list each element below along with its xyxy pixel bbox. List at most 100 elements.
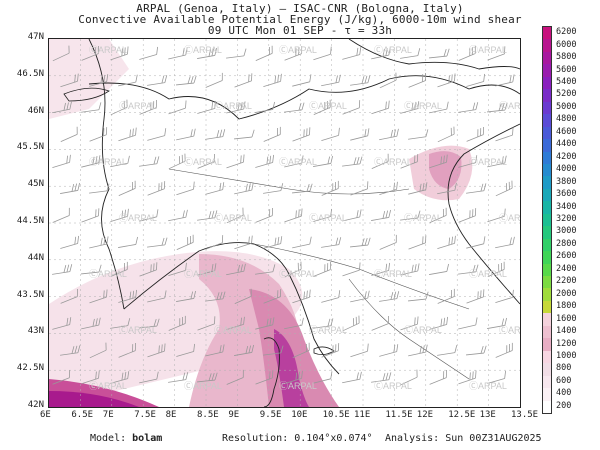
wind-barb [495, 74, 515, 87]
wind-barb [168, 100, 187, 115]
cape-area-tyrrhenian [249, 289, 339, 407]
wind-barb [176, 75, 197, 86]
wind-barb [52, 154, 71, 169]
wind-barb [263, 345, 284, 356]
wind-barb [342, 209, 362, 222]
colorbar-level-label: 4800 [556, 114, 577, 125]
wind-barb [487, 317, 507, 329]
wind-barb [342, 100, 361, 115]
wind-barb [292, 289, 311, 304]
colorbar-segment [543, 238, 551, 252]
watermark-text: ⒸARPAL [184, 45, 222, 55]
wind-barb [487, 46, 506, 61]
longitude-label: 10.5E [322, 410, 350, 420]
wind-barb [263, 126, 281, 142]
colorbar-level-label: 5200 [556, 89, 577, 100]
wind-barb [52, 317, 72, 330]
wind-barb [313, 46, 332, 61]
analysis-value: Sun 00Z31AUG2025 [445, 433, 542, 444]
colorbar-segment [543, 76, 551, 90]
wind-barb [52, 264, 73, 275]
wind-barb [168, 372, 189, 383]
colorbar-segment [543, 388, 551, 402]
wind-barb [487, 208, 506, 223]
region-boundary-central [348, 278, 470, 380]
cape-area-tyrrhenian-core [274, 329, 309, 407]
colorbar-level-label: 3600 [556, 189, 577, 200]
wind-barb [458, 155, 478, 168]
wind-barb [255, 154, 275, 168]
wind-barb [487, 155, 507, 168]
wind-barb [60, 235, 80, 249]
colorbar-level-label: 3000 [556, 226, 577, 237]
colorbar-segment [543, 201, 551, 215]
wind-barb [263, 236, 283, 249]
wind-barb [168, 315, 186, 331]
watermark-text: ⒸARPAL [214, 213, 252, 223]
model-label: Model: [90, 433, 127, 444]
watermark-text: ⒸARPAL [469, 381, 507, 391]
wind-barb [371, 262, 391, 276]
watermark-text: ⒸARPAL [374, 269, 412, 279]
wind-barb [234, 344, 254, 356]
wind-barb [226, 101, 246, 114]
colorbar-level-label: 1400 [556, 326, 577, 337]
colorbar-level-label: 1200 [556, 338, 577, 349]
wind-barb [458, 370, 477, 385]
wind-barb [284, 208, 303, 223]
wind-barb [342, 315, 360, 332]
wind-barb [495, 180, 513, 197]
colorbar-segment [543, 89, 551, 103]
latitude-label: 44.5N [16, 216, 44, 226]
wind-barb [205, 182, 225, 195]
wind-barb [292, 236, 312, 249]
colorbar-segment [543, 27, 551, 40]
wind-shear-barbs [52, 45, 515, 386]
wind-barb [292, 342, 310, 359]
colorbar-segment [543, 375, 551, 389]
wind-barb [81, 264, 102, 275]
wind-barb [466, 127, 484, 142]
colorbar-level-label: 4000 [556, 164, 577, 175]
colorbar-segment [543, 313, 551, 327]
border-austria-italy [348, 39, 520, 70]
wind-barb [495, 127, 514, 142]
wind-barb [408, 344, 428, 357]
wind-barb [429, 316, 449, 330]
wind-barb [408, 291, 429, 302]
wind-barb [342, 47, 362, 60]
wind-barb [89, 183, 110, 194]
wind-barb [495, 342, 513, 358]
wind-barb [342, 156, 363, 167]
watermark-text: ⒸARPAL [89, 269, 127, 279]
title-line-3: 09 UTC Mon 01 SEP - τ = 33h [207, 24, 393, 37]
wind-barb [350, 290, 370, 303]
wind-barb [89, 236, 109, 249]
wind-barb [118, 127, 137, 142]
colorbar-level-label: 200 [556, 400, 572, 411]
wind-barb [139, 209, 159, 222]
resolution-value: 0.104°x0.074° [294, 433, 373, 444]
wind-barb [400, 48, 421, 59]
colorbar-level-label: 1800 [556, 301, 577, 312]
wind-barb [437, 126, 455, 143]
colorbar-level-label: 2200 [556, 276, 577, 287]
colorbar-segment [543, 101, 551, 115]
wind-barb [205, 344, 225, 357]
wind-barb [379, 72, 397, 89]
colorbar-level-label: 5600 [556, 64, 577, 75]
cape-colorbar [542, 26, 552, 414]
wind-barb [487, 370, 507, 384]
watermark-text: ⒸARPAL [404, 213, 442, 223]
wind-barb [60, 126, 78, 143]
wind-barb [255, 317, 275, 330]
wind-barb [400, 316, 419, 331]
colorbar-segment [543, 39, 551, 53]
wind-barb [263, 73, 282, 88]
wind-barb [197, 316, 216, 331]
coastline-corsica [263, 337, 280, 407]
colorbar-segment [543, 300, 551, 314]
wind-barb [110, 155, 130, 168]
wind-barb [168, 47, 188, 60]
wind-barb [60, 182, 80, 194]
